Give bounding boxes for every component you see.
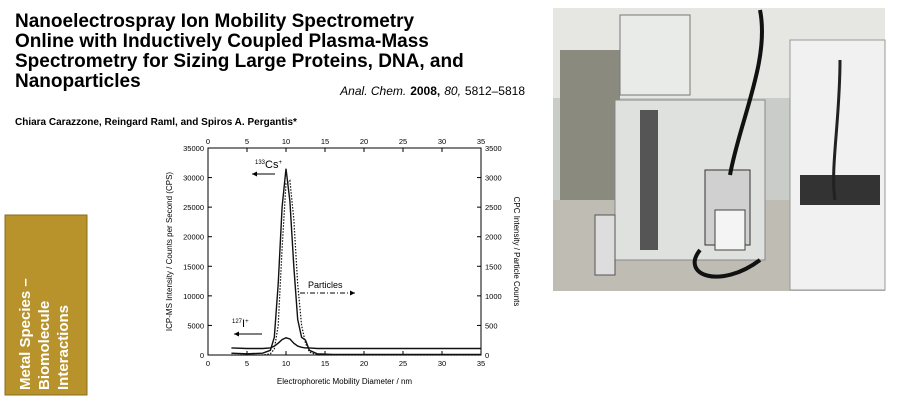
y-tick-label: 10000: [183, 292, 204, 301]
paper-header: Nanoelectrospray Ion Mobility Spectromet…: [15, 11, 525, 128]
x-tick-label: 5: [245, 359, 249, 368]
citation-part: 2008,: [410, 84, 440, 98]
y-tick-label: 15000: [183, 262, 204, 271]
x-tick-label: 25: [399, 359, 407, 368]
paper-title-line: Spectrometry for Sizing Large Proteins, …: [15, 51, 464, 72]
x-top-tick-label: 5: [245, 137, 249, 146]
annotation: 127I+: [232, 318, 249, 330]
x-top-tick-label: 0: [206, 137, 210, 146]
authors: Chiara Carazzone, Reingard Raml, and Spi…: [15, 117, 297, 128]
x-tick-label: 15: [321, 359, 329, 368]
annotation-charge: +: [278, 160, 282, 166]
y2-tick-label: 500: [485, 321, 498, 330]
y2-axis-title: CPC Intensity / Particle Counts: [512, 197, 521, 307]
paper-title-line: Online with Inductively Coupled Plasma-M…: [15, 31, 429, 52]
x-tick-label: 30: [438, 359, 446, 368]
annotation: 133Cs+: [255, 159, 282, 171]
y2-tick-label: 2500: [485, 203, 502, 212]
annotation: Particles: [308, 280, 343, 290]
y2-tick-label: 3000: [485, 174, 502, 183]
x-top-tick-label: 35: [477, 137, 485, 146]
annotation-label: I: [242, 318, 245, 330]
arrow-head: [234, 331, 239, 337]
y2-tick-label: 1000: [485, 292, 502, 301]
paper-title-line: Nanoelectrospray Ion Mobility Spectromet…: [15, 11, 415, 32]
sidebar-label: Interactions: [55, 305, 72, 390]
annotation-label: Particles: [308, 280, 343, 290]
lab-photo: [553, 8, 886, 291]
x-top-tick-label: 30: [438, 137, 446, 146]
y-tick-label: 5000: [187, 321, 204, 330]
x-tick-label: 0: [206, 359, 210, 368]
y-axis-title: ICP-MS Intensity / Counts per Second (CP…: [165, 172, 174, 332]
x-axis-title: Electrophoretic Mobility Diameter / nm: [277, 377, 412, 386]
sidebar-box: [4, 214, 88, 396]
x-tick-label: 35: [477, 359, 485, 368]
chart: 0055101015152020252530303535050001000015…: [165, 137, 521, 386]
series-line: [231, 179, 481, 356]
y-tick-label: 0: [200, 351, 204, 360]
citation: Anal. Chem. 2008, 80, 5812–5818: [339, 84, 525, 98]
citation-part: 80,: [444, 84, 461, 98]
annotation-charge: +: [245, 319, 249, 325]
y2-tick-label: 3500: [485, 144, 502, 153]
annotation-mass: 127: [232, 319, 243, 325]
annotation-mass: 133: [255, 160, 266, 166]
citation-part: Anal. Chem.: [339, 84, 406, 98]
x-tick-label: 10: [282, 359, 290, 368]
series-line: [231, 337, 481, 350]
arrow-head: [350, 290, 355, 296]
annotation-label: Cs: [265, 159, 279, 171]
x-top-tick-label: 10: [282, 137, 290, 146]
sidebar: Metal Species – Biomolecule Interactions: [17, 278, 72, 390]
sidebar-label: Biomolecule: [36, 301, 53, 390]
y2-tick-label: 0: [485, 351, 489, 360]
y-tick-label: 30000: [183, 174, 204, 183]
x-tick-label: 20: [360, 359, 368, 368]
x-top-tick-label: 25: [399, 137, 407, 146]
arrow-head: [252, 171, 257, 177]
y-tick-label: 25000: [183, 203, 204, 212]
x-top-tick-label: 15: [321, 137, 329, 146]
plot-frame: [207, 147, 482, 356]
y2-tick-label: 2000: [485, 233, 502, 242]
y-tick-label: 20000: [183, 233, 204, 242]
series-line: [231, 168, 481, 356]
paper-title-line: Nanoparticles: [15, 71, 141, 92]
y2-tick-label: 1500: [485, 262, 502, 271]
x-top-tick-label: 20: [360, 137, 368, 146]
sidebar-label: Metal Species –: [17, 278, 34, 390]
y-tick-label: 35000: [183, 144, 204, 153]
citation-part: 5812–5818: [465, 84, 525, 98]
